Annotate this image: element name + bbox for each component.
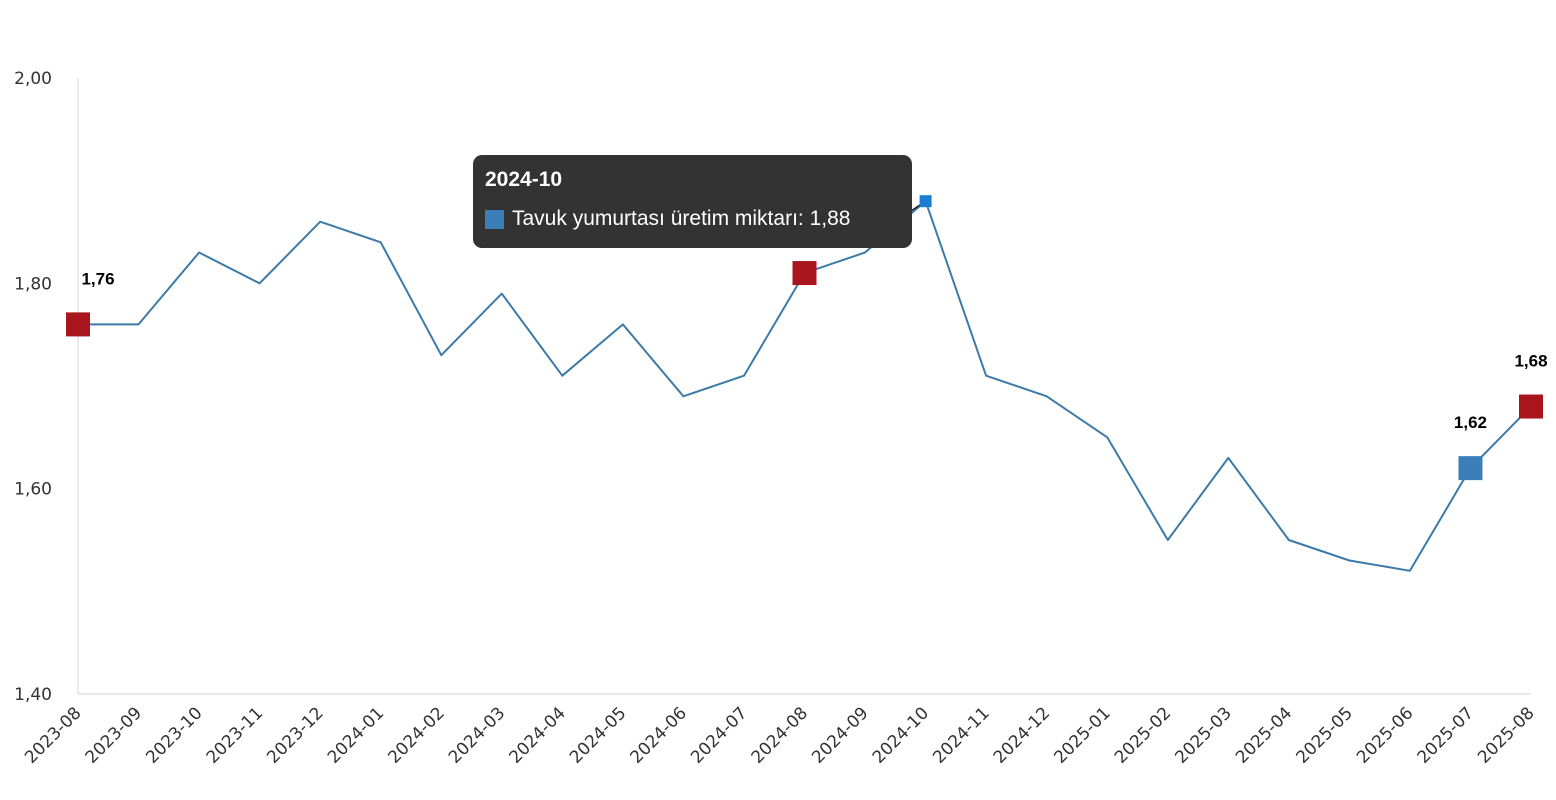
x-tick-label: 2023-09 xyxy=(82,703,146,767)
tooltip-text: Tavuk yumurtası üretim miktarı: 1,88 xyxy=(512,207,851,230)
tooltip-row: Tavuk yumurtası üretim miktarı: 1,88 xyxy=(485,207,900,231)
x-tick-label: 2025-02 xyxy=(1111,703,1175,767)
x-tick-label: 2024-03 xyxy=(445,703,509,767)
x-tick-label: 2024-10 xyxy=(869,703,933,767)
highlight-point-marker[interactable] xyxy=(1458,456,1483,481)
data-label: 1,68 xyxy=(1514,352,1547,371)
x-tick-label: 2024-06 xyxy=(627,703,691,767)
hover-point-marker[interactable] xyxy=(919,195,932,208)
y-tick-label: 2,00 xyxy=(14,69,52,89)
x-tick-label: 2025-03 xyxy=(1171,703,1235,767)
data-label: 1,62 xyxy=(1454,413,1487,432)
x-tick-label: 2024-09 xyxy=(808,703,872,767)
x-tick-label: 2023-12 xyxy=(263,703,327,767)
x-tick-label: 2024-02 xyxy=(384,703,448,767)
y-tick-label: 1,80 xyxy=(14,274,52,294)
x-tick-label: 2023-08 xyxy=(21,703,85,767)
x-tick-label: 2024-12 xyxy=(990,703,1054,767)
y-tick-label: 1,60 xyxy=(14,480,52,500)
x-tick-label: 2024-11 xyxy=(929,703,993,767)
highlight-point-marker[interactable] xyxy=(1519,394,1543,419)
series-line xyxy=(78,200,1532,572)
x-tick-label: 2024-04 xyxy=(506,703,570,767)
x-tick-label: 2025-04 xyxy=(1232,703,1296,767)
chart-tooltip: 2024-10 Tavuk yumurtası üretim miktarı: … xyxy=(473,155,912,248)
x-tick-label: 2025-06 xyxy=(1353,703,1417,767)
highlight-markers xyxy=(66,261,1543,481)
chart-axes xyxy=(77,78,1531,695)
x-tick-label: 2023-11 xyxy=(203,703,267,767)
x-tick-label: 2025-05 xyxy=(1293,703,1357,767)
x-tick-label: 2025-07 xyxy=(1414,703,1478,767)
x-tick-label: 2023-10 xyxy=(142,703,206,767)
series-lines xyxy=(78,200,1532,572)
x-tick-label: 2024-08 xyxy=(748,703,812,767)
x-tick-label: 2024-01 xyxy=(324,703,388,767)
x-tick-label: 2025-08 xyxy=(1474,703,1538,767)
x-tick-label: 2024-05 xyxy=(566,703,630,767)
data-labels: 1,761,811,621,68 xyxy=(81,218,1547,432)
x-tick-label: 2025-01 xyxy=(1050,703,1114,767)
data-label: 1,76 xyxy=(81,269,114,288)
y-axis-ticks: 1,40 1,60 1,80 2,00 xyxy=(14,69,52,705)
highlight-point-marker[interactable] xyxy=(66,312,90,337)
x-tick-label: 2024-07 xyxy=(687,703,751,767)
y-tick-label: 1,40 xyxy=(14,685,52,705)
series-swatch-icon xyxy=(485,209,504,229)
x-axis-ticks: 2023-082023-092023-102023-112023-122024-… xyxy=(21,703,1538,767)
highlight-point-marker[interactable] xyxy=(792,261,817,286)
tooltip-title: 2024-10 xyxy=(485,168,563,191)
